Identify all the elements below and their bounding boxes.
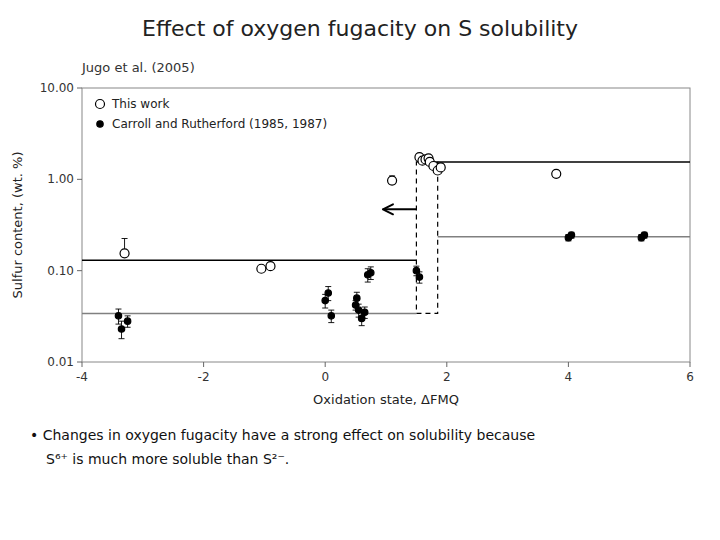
x-tick-label: 2 bbox=[443, 370, 451, 384]
arrow bbox=[383, 204, 416, 214]
plot-frame bbox=[82, 88, 690, 362]
plot-area bbox=[82, 153, 690, 339]
x-tick-label: -2 bbox=[198, 370, 210, 384]
reference-line bbox=[82, 259, 416, 261]
y-tick bbox=[77, 88, 82, 89]
point bbox=[120, 249, 129, 258]
y-tick-label: 0.10 bbox=[47, 264, 74, 278]
error-bar bbox=[354, 292, 360, 305]
error-cap bbox=[354, 292, 360, 293]
x-tick-label: 4 bbox=[565, 370, 573, 384]
legend: This work Carroll and Rutherford (1985, 1… bbox=[96, 97, 328, 131]
y-axis-label: Sulfur content, (wt. %) bbox=[10, 152, 25, 299]
error-bar bbox=[325, 287, 331, 301]
point bbox=[354, 295, 360, 301]
error-cap bbox=[119, 338, 125, 339]
error-bar bbox=[362, 307, 368, 318]
point bbox=[328, 313, 334, 319]
error-cap bbox=[359, 325, 365, 326]
point bbox=[362, 309, 368, 315]
y-tick bbox=[77, 179, 82, 180]
x-tick bbox=[690, 362, 691, 367]
error-bar bbox=[119, 321, 125, 339]
error-cap bbox=[325, 300, 331, 301]
error-cap bbox=[362, 318, 368, 319]
x-tick bbox=[325, 362, 326, 367]
axes: -4 -2 0 2 4 6 0.01 0.10 1.00 10.00 bbox=[40, 81, 694, 384]
point bbox=[552, 169, 561, 178]
x-tick bbox=[568, 362, 569, 367]
error-cap bbox=[122, 238, 128, 239]
reference-line bbox=[438, 161, 690, 163]
point bbox=[266, 262, 275, 271]
error-cap bbox=[119, 321, 125, 322]
title: Effect of oxygen fugacity on S solubilit… bbox=[142, 16, 578, 41]
x-tick-label: 6 bbox=[686, 370, 694, 384]
point bbox=[368, 270, 374, 276]
y-tick bbox=[77, 362, 82, 363]
error-cap bbox=[115, 309, 121, 310]
x-tick bbox=[82, 362, 83, 367]
point bbox=[416, 274, 422, 280]
y-tick-label: 10.00 bbox=[40, 81, 74, 95]
dashed-box bbox=[416, 162, 437, 314]
reference-line bbox=[438, 236, 690, 238]
legend-marker bbox=[97, 121, 103, 127]
error-cap bbox=[362, 307, 368, 308]
error-cap bbox=[416, 283, 422, 284]
arrow-head bbox=[383, 204, 393, 214]
point bbox=[388, 176, 397, 185]
error-cap bbox=[125, 327, 131, 328]
error-cap bbox=[368, 279, 374, 280]
error-cap bbox=[413, 266, 419, 267]
error-bar bbox=[568, 232, 574, 238]
error-cap bbox=[322, 308, 328, 309]
error-bar bbox=[416, 272, 422, 283]
note: S⁶⁺ is much more soluble than S²⁻. bbox=[46, 451, 289, 467]
error-bar bbox=[368, 267, 374, 280]
x-tick bbox=[446, 362, 447, 367]
point bbox=[641, 232, 647, 238]
point bbox=[413, 267, 419, 273]
error-cap bbox=[125, 315, 131, 316]
point bbox=[325, 290, 331, 296]
legend-label: Carroll and Rutherford (1985, 1987) bbox=[112, 117, 327, 131]
error-cap bbox=[365, 282, 371, 283]
series bbox=[115, 232, 647, 339]
x-tick-label: 0 bbox=[321, 370, 329, 384]
error-cap bbox=[368, 266, 374, 267]
point bbox=[568, 232, 574, 238]
error-cap bbox=[328, 322, 334, 323]
arrow-shaft bbox=[385, 208, 416, 210]
error-bar bbox=[641, 232, 647, 238]
x-axis-label: Oxidation state, ΔFMQ bbox=[313, 392, 459, 407]
note: • Changes in oxygen fugacity have a stro… bbox=[30, 427, 535, 443]
error-cap bbox=[325, 286, 331, 287]
x-tick bbox=[203, 362, 204, 367]
y-tick bbox=[77, 270, 82, 271]
legend-marker bbox=[96, 100, 105, 109]
series bbox=[120, 153, 561, 274]
error-cap bbox=[416, 271, 422, 272]
error-cap bbox=[115, 324, 121, 325]
error-bar bbox=[125, 316, 131, 327]
error-cap bbox=[328, 310, 334, 311]
point bbox=[124, 318, 130, 324]
point bbox=[436, 163, 445, 172]
point bbox=[257, 264, 266, 273]
y-tick-label: 1.00 bbox=[47, 172, 74, 186]
y-tick-label: 0.01 bbox=[47, 355, 74, 369]
point bbox=[118, 326, 124, 332]
error-bar bbox=[328, 310, 334, 322]
error-bar bbox=[115, 309, 121, 324]
point bbox=[115, 313, 121, 319]
subtitle: Jugo et al. (2005) bbox=[81, 60, 195, 75]
chart: Effect of oxygen fugacity on S solubilit… bbox=[0, 0, 720, 540]
legend-label: This work bbox=[111, 97, 169, 111]
x-tick-label: -4 bbox=[76, 370, 88, 384]
error-cap bbox=[356, 304, 362, 305]
